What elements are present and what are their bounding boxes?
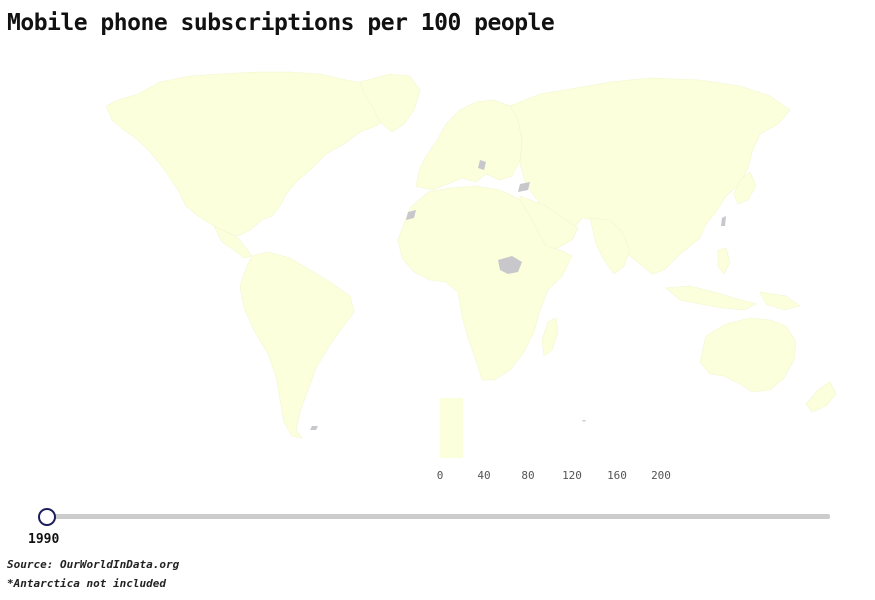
legend-tick: 200 — [651, 469, 671, 482]
country-indonesia[interactable] — [665, 285, 757, 311]
antarctica-note: *Antarctica not included — [7, 577, 166, 590]
legend-scale: 0 40 80 120 160 200 — [426, 469, 696, 485]
country-australia[interactable] — [699, 317, 797, 393]
country-new-zealand[interactable] — [805, 381, 837, 413]
country-greenland[interactable] — [359, 73, 421, 133]
no-data-taiwan[interactable] — [721, 216, 726, 226]
world-map — [105, 71, 837, 439]
no-data-cyprus-region[interactable] — [518, 182, 530, 192]
year-label: 1990 — [28, 532, 60, 547]
no-data-balkans[interactable] — [478, 160, 486, 170]
country-png[interactable] — [759, 291, 801, 311]
legend-tick: 0 — [436, 469, 444, 482]
country-south-america[interactable] — [239, 251, 355, 439]
country-japan[interactable] — [733, 171, 757, 205]
legend-tick: 120 — [562, 469, 582, 482]
country-europe[interactable] — [415, 99, 523, 191]
country-madagascar[interactable] — [541, 317, 559, 357]
country-india[interactable] — [589, 217, 631, 275]
legend-tick: 80 — [521, 469, 535, 482]
country-philippines[interactable] — [717, 247, 731, 275]
country-north-america[interactable] — [105, 71, 413, 237]
legend-tick: 40 — [477, 469, 491, 482]
no-data-south-sudan[interactable] — [498, 256, 522, 274]
no-data-south-georgia[interactable] — [582, 420, 586, 422]
year-slider-handle[interactable] — [38, 508, 56, 526]
year-slider-track[interactable] — [46, 514, 830, 519]
no-data-western-sahara[interactable] — [406, 210, 416, 220]
no-data-falklands[interactable] — [310, 426, 318, 430]
legend-tick: 160 — [607, 469, 627, 482]
chart-title: Mobile phone subscriptions per 100 peopl… — [7, 10, 555, 36]
country-africa[interactable] — [397, 185, 573, 381]
legend-color-bar — [440, 398, 463, 458]
source-note: Source: OurWorldInData.org — [7, 558, 180, 571]
